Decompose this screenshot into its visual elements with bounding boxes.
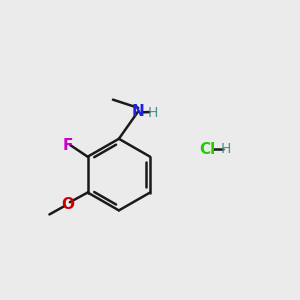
Text: H: H [221, 142, 232, 156]
Text: O: O [61, 196, 74, 211]
Text: Cl: Cl [199, 142, 215, 157]
Text: H: H [147, 106, 158, 119]
Text: N: N [132, 104, 145, 119]
Text: F: F [62, 138, 73, 153]
